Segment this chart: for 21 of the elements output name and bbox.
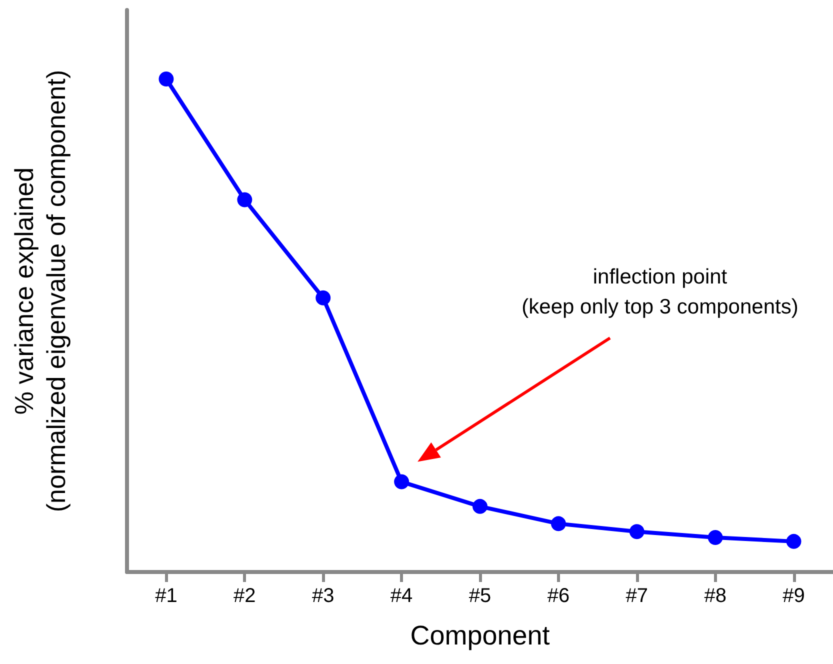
x-tick-label: #4 [390,585,413,607]
x-tick-label: #6 [547,585,570,607]
x-tick-label: #9 [782,585,805,607]
point [158,72,174,87]
x-tick-label: #3 [312,585,334,607]
point [629,524,644,540]
x-tick-label: #7 [626,585,648,607]
point [394,474,410,490]
x-tick-label: #2 [234,585,256,607]
point [550,516,566,532]
point [316,290,331,306]
point [708,530,723,545]
point [786,534,802,549]
annotation: inflection point (keep only top 3 components) [522,266,798,318]
x-tick-label: #1 [155,585,178,607]
point [237,192,252,208]
x-tick-label: #8 [704,585,726,607]
x-tick-label: #5 [468,585,492,607]
point [472,498,488,514]
x-axis-title: Component [410,620,550,650]
y-axis-title: % variance explained (normalized eigenvalue of component) [9,70,71,512]
